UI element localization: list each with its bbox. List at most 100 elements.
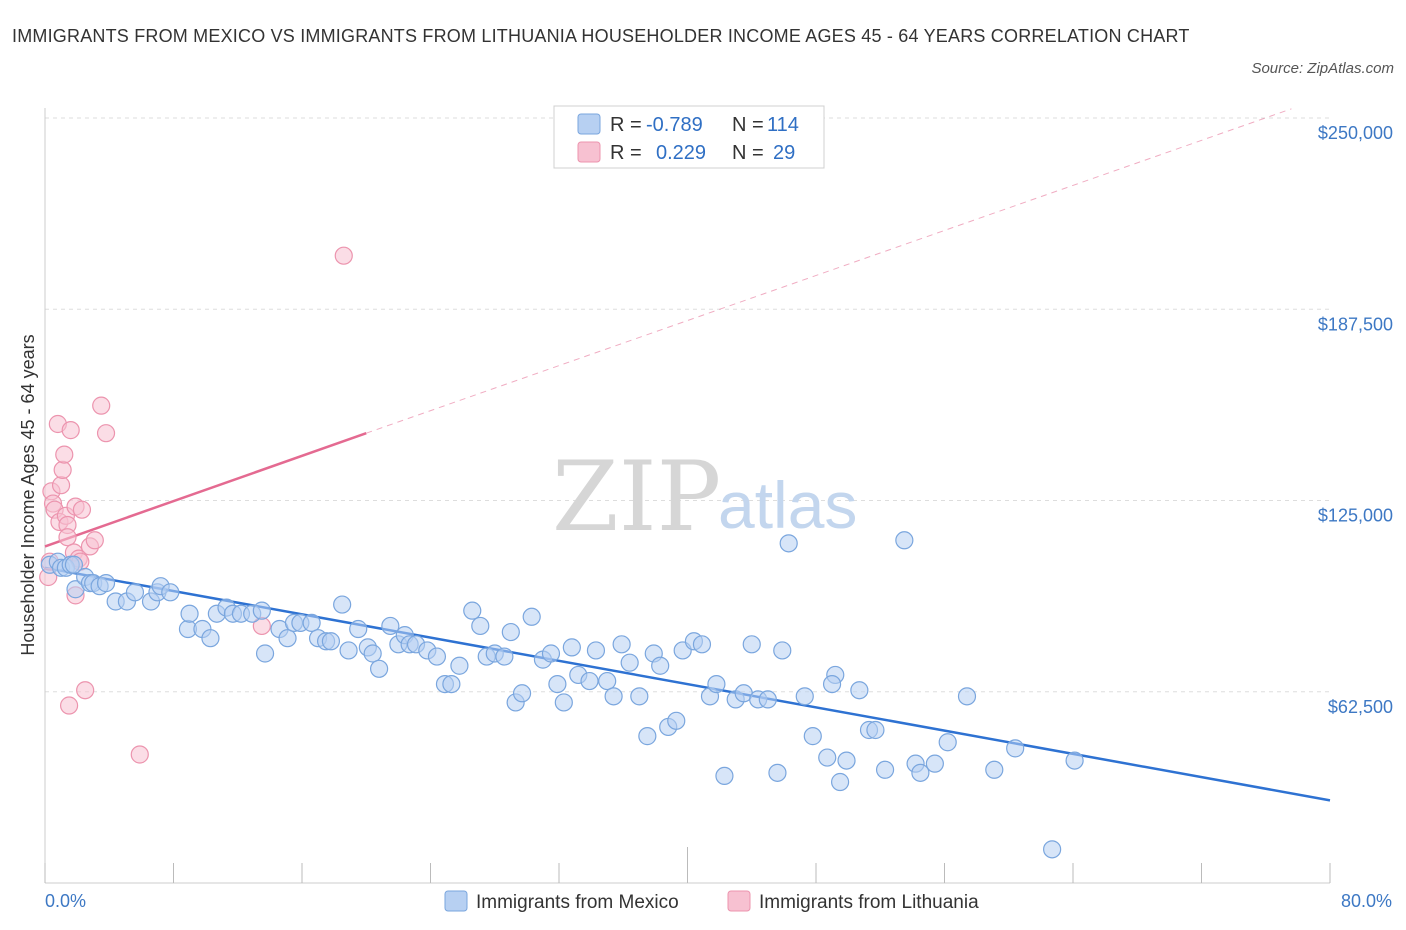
mexico-point: [850, 681, 869, 700]
y-tick-label-1: $125,000: [1318, 506, 1393, 526]
mexico-point: [830, 772, 850, 792]
mexico-point: [586, 641, 606, 660]
mexico-point: [381, 616, 400, 636]
mexico-point: [866, 720, 885, 740]
lithuania-point: [334, 246, 353, 265]
lithuania-point: [55, 445, 74, 464]
mexico-point: [471, 616, 490, 636]
lithuania-point: [76, 681, 95, 700]
lithuania-r-value: 0.229: [656, 142, 706, 164]
mexico-point: [580, 671, 599, 691]
lithuania-point: [51, 476, 71, 495]
mexico-point: [278, 629, 297, 648]
mexico-point: [201, 629, 220, 648]
mexico-point: [1006, 739, 1025, 758]
mexico-point: [818, 748, 837, 767]
mexico-point: [96, 574, 116, 593]
mexico-point: [758, 690, 777, 709]
mexico-point: [768, 763, 787, 782]
mexico-point: [427, 647, 447, 666]
mexico-point: [779, 534, 798, 553]
mexico-point: [339, 641, 358, 660]
lithuania-trend-line: [44, 432, 367, 548]
lithuania-point: [53, 460, 72, 479]
legend-swatch-mexico: [444, 890, 468, 912]
mexico-point: [651, 656, 670, 675]
mexico-point: [255, 644, 275, 663]
mexico-point: [64, 555, 84, 574]
lithuania-stats-swatch: [577, 141, 601, 163]
lithuania-point: [130, 745, 149, 764]
lithuania-point: [59, 696, 79, 715]
lithuania-point: [96, 424, 116, 443]
mexico-point: [957, 687, 977, 706]
mexico-point: [612, 635, 631, 654]
lithuania-point: [92, 396, 111, 415]
mexico-point: [512, 684, 532, 703]
mexico-point: [895, 531, 914, 550]
lithuania-n-label: N =: [732, 142, 764, 164]
mexico-point: [125, 583, 145, 602]
legend-label-lithuania: Immigrants from Lithuania: [759, 892, 979, 913]
mexico-point: [630, 687, 649, 706]
mexico-point: [252, 601, 271, 620]
mexico-r-value: -0.789: [646, 114, 703, 136]
watermark-atlas: atlas: [718, 468, 857, 542]
stats-box: R = -0.789 N = 114 R = 0.229 N = 29: [553, 105, 825, 169]
y-tick-label-2: $187,500: [1318, 314, 1393, 334]
mexico-point: [692, 635, 712, 654]
mexico-point: [620, 653, 639, 672]
mexico-point: [638, 727, 657, 746]
chart-title: IMMIGRANTS FROM MEXICO VS IMMIGRANTS FRO…: [12, 26, 1190, 46]
mexico-point: [333, 595, 352, 614]
mexico-point: [1043, 840, 1062, 859]
lithuania-point: [72, 500, 92, 519]
mexico-r-label: R =: [610, 114, 642, 136]
lithuania-point: [61, 421, 80, 440]
mexico-point: [604, 687, 623, 706]
watermark: ZIP atlas: [552, 441, 857, 553]
mexico-point: [911, 763, 930, 782]
lithuania-r-label: R =: [610, 142, 642, 164]
mexico-point: [598, 671, 617, 691]
mexico-point: [161, 583, 180, 602]
mexico-point: [667, 711, 686, 730]
mexico-point: [1065, 751, 1084, 770]
mexico-point: [370, 659, 389, 678]
x-tick-label-max: 80.0%: [1341, 891, 1392, 911]
y-tick-label-3: $250,000: [1318, 123, 1393, 143]
mexico-point: [548, 674, 567, 694]
lithuania-point: [58, 528, 77, 547]
mexico-point: [715, 766, 734, 786]
x-tick-label-min: 0.0%: [45, 891, 86, 911]
mexico-point: [541, 644, 561, 663]
lithuania-trend-extension: [366, 108, 1292, 434]
source-attribution: Source: ZipAtlas.com: [1251, 60, 1394, 77]
mexico-point: [495, 647, 514, 666]
mexico-point: [554, 693, 573, 712]
mexico-point: [985, 760, 1004, 779]
y-axis-label: Householder Income Ages 45 - 64 years: [18, 334, 38, 655]
mexico-point: [302, 613, 321, 633]
mexico-point: [707, 674, 726, 694]
mexico-point: [321, 632, 341, 651]
lithuania-n-value: 29: [773, 142, 795, 164]
mexico-point: [837, 751, 856, 770]
mexico-point: [938, 733, 957, 752]
mexico-point: [363, 644, 382, 663]
mexico-trend-line: [44, 566, 1331, 802]
mexico-point: [463, 601, 482, 620]
lithuania-point: [85, 531, 104, 550]
mexico-point: [822, 674, 842, 694]
mexico-point: [742, 635, 761, 654]
mexico-point: [803, 727, 822, 746]
mexico-point: [522, 607, 541, 626]
mexico-point: [180, 604, 199, 623]
mexico-points: [40, 531, 1084, 859]
mexico-point: [562, 638, 581, 657]
mexico-point: [875, 760, 895, 779]
mexico-n-value: 114: [767, 114, 799, 136]
lithuania-points: [39, 246, 353, 764]
mexico-point: [925, 754, 944, 773]
y-tick-label-0: $62,500: [1328, 697, 1393, 717]
